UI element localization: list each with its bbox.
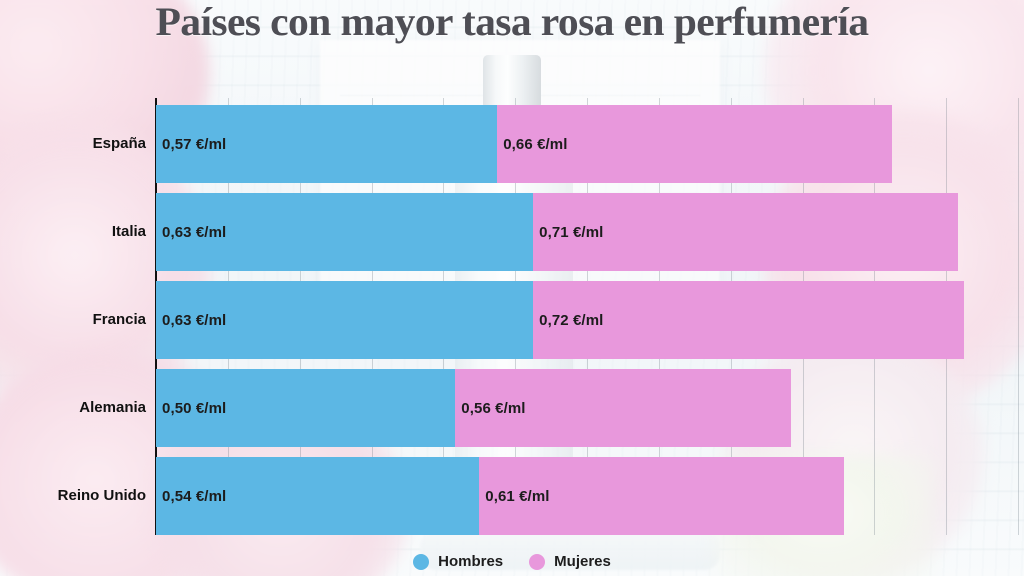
legend-label: Hombres	[438, 553, 504, 570]
bar-value-label-hombres: 0,54 €/ml	[162, 487, 227, 505]
bar-row: 0,63 €/ml 0,71 €/ml	[156, 193, 1024, 271]
legend-item-mujeres[interactable]: Mujeres	[529, 553, 611, 570]
bar-value-label-hombres: 0,63 €/ml	[162, 311, 227, 329]
bar-value-label-mujeres: 0,66 €/ml	[503, 135, 568, 153]
y-axis-category-label: España	[92, 135, 146, 152]
gridline	[1018, 98, 1019, 535]
y-axis-category-label: Francia	[92, 311, 146, 328]
bar-value-label-mujeres: 0,56 €/ml	[461, 399, 526, 417]
bar-segment-hombres[interactable]: 0,50 €/ml	[156, 369, 456, 447]
bar-segment-hombres[interactable]: 0,57 €/ml	[156, 105, 498, 183]
legend-item-hombres[interactable]: Hombres	[413, 553, 503, 570]
bar-segment-mujeres[interactable]: 0,71 €/ml	[533, 193, 959, 271]
page-title: Países con mayor tasa rosa en perfumería	[155, 0, 870, 44]
bar-segment-hombres[interactable]: 0,63 €/ml	[156, 193, 534, 271]
plot-area: 0,57 €/ml 0,66 €/ml 0,63 €/ml 0,71 €/ml 0,63…	[155, 98, 1024, 535]
bar-value-label-mujeres: 0,72 €/ml	[539, 311, 604, 329]
bar-row: 0,54 €/ml 0,61 €/ml	[156, 457, 1024, 535]
bar-value-label-hombres: 0,63 €/ml	[162, 223, 227, 241]
circle-icon	[413, 553, 430, 570]
bar-row: 0,63 €/ml 0,72 €/ml	[156, 281, 1024, 359]
legend-label: Mujeres	[554, 553, 611, 570]
circle-icon	[529, 553, 546, 570]
bar-segment-mujeres[interactable]: 0,72 €/ml	[533, 281, 965, 359]
bar-value-label-hombres: 0,50 €/ml	[162, 399, 227, 417]
chart-legend: Hombres Mujeres	[0, 553, 1024, 570]
bar-value-label-mujeres: 0,71 €/ml	[539, 223, 604, 241]
bar-segment-mujeres[interactable]: 0,66 €/ml	[497, 105, 893, 183]
bar-row: 0,50 €/ml 0,56 €/ml	[156, 369, 1024, 447]
y-axis-category-label: Alemania	[79, 399, 146, 416]
bar-row: 0,57 €/ml 0,66 €/ml	[156, 105, 1024, 183]
bar-value-label-hombres: 0,57 €/ml	[162, 135, 227, 153]
bar-segment-hombres[interactable]: 0,63 €/ml	[156, 281, 534, 359]
y-axis-category-label: Reino Unido	[57, 487, 146, 504]
bar-segment-hombres[interactable]: 0,54 €/ml	[156, 457, 480, 535]
bar-segment-mujeres[interactable]: 0,56 €/ml	[455, 369, 791, 447]
y-axis-category-label: Italia	[111, 223, 146, 240]
bar-value-label-mujeres: 0,61 €/ml	[485, 487, 550, 505]
bar-segment-mujeres[interactable]: 0,61 €/ml	[479, 457, 845, 535]
